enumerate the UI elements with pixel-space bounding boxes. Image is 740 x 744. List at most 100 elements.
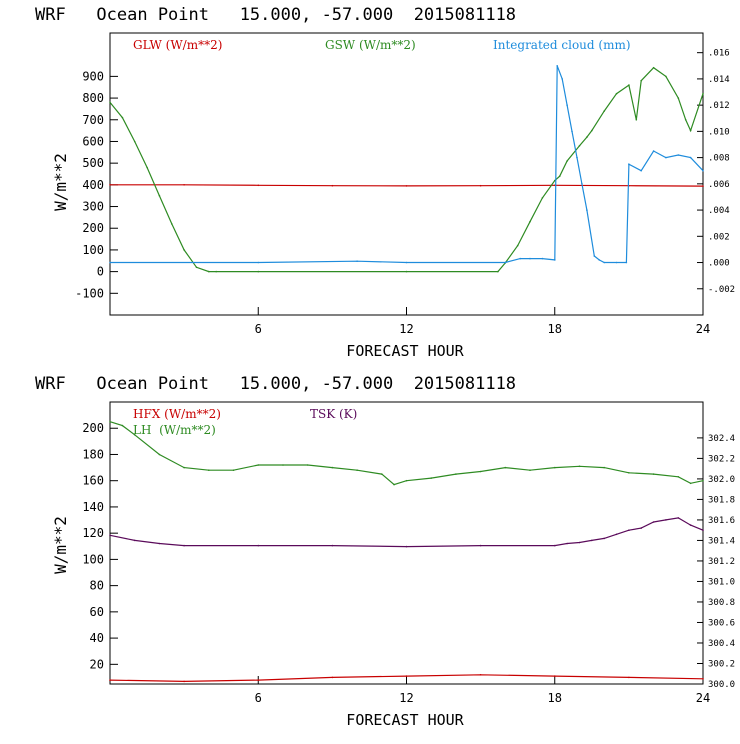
chart-1-point-gsw — [133, 140, 136, 143]
chart-1-y-tick-label: -100 — [75, 286, 104, 300]
chart-2-point-tsk — [702, 529, 704, 531]
chart-1-point-integrated — [556, 65, 558, 67]
chart-1-point-integrated — [519, 257, 521, 260]
chart-2-point-lh — [455, 473, 457, 475]
chart-2-legend-tsk: TSK (K) — [310, 407, 357, 421]
chart-2-point-lh — [628, 472, 630, 474]
chart-2-point-tsk — [331, 544, 334, 547]
chart-1-y2-tick-label: .006 — [708, 180, 730, 190]
chart-1-point-integrated — [571, 130, 573, 133]
chart-2-y-tick-label: 200 — [82, 421, 104, 435]
chart-1-y2-tick-label: .014 — [708, 75, 730, 85]
chart-2-series-lh — [109, 421, 704, 486]
chart-2-y2-tick-label: 300.2 — [708, 659, 735, 669]
chart-1-point-integrated — [561, 78, 563, 80]
chart-1-point-gsw — [578, 145, 581, 147]
chart-1-point-integrated — [640, 169, 642, 172]
chart-2-point-hfx — [554, 675, 556, 677]
chart-1-point-gsw — [497, 270, 499, 273]
chart-2-series-tsk — [109, 517, 704, 548]
chart-1-point-gsw — [586, 136, 588, 138]
chart-1-point-gsw — [652, 66, 655, 69]
chart-2-point-lh — [356, 469, 358, 472]
chart-2-point-lh — [109, 420, 111, 423]
chart-1-point-gsw — [702, 92, 704, 95]
chart-1-series-integrated — [110, 65, 704, 264]
chart-1-x-tick-label: 6 — [255, 322, 262, 336]
chart-2-frame — [109, 401, 704, 685]
chart-2-point-lh — [702, 479, 704, 482]
chart-2-y2-tick-label: 300.0 — [708, 680, 735, 690]
chart-1-y2-tick-label: .002 — [708, 232, 730, 242]
chart-1-y-tick-label: 400 — [82, 178, 104, 192]
chart-1-point-gsw — [195, 266, 198, 269]
chart-2-y2-tick-label: 301.0 — [708, 577, 735, 587]
chart-1-point-gsw — [684, 119, 687, 121]
chart-2-point-tsk — [479, 544, 482, 547]
chart-1-point-gsw — [558, 175, 561, 177]
chart-1-point-integrated — [615, 261, 618, 264]
chart-2-point-lh — [529, 469, 531, 472]
chart-1-point-gsw — [628, 84, 630, 86]
chart-2-y-tick-label: 120 — [82, 526, 104, 540]
chart-2-point-lh — [689, 482, 692, 485]
chart-1-point-gsw — [215, 270, 217, 273]
chart-1-y-tick-label: 600 — [82, 134, 104, 148]
chart-1-point-glw — [702, 185, 704, 187]
chart-1-y2-tick-label: .004 — [708, 206, 730, 216]
chart-1-point-integrated — [554, 259, 556, 261]
chart-2-point-tsk — [158, 542, 161, 545]
chart-2-point-tsk — [603, 537, 605, 540]
chart-1-y-tick-label: 700 — [82, 113, 104, 127]
chart-1-point-integrated — [665, 156, 667, 159]
chart-1-x-tick-label: 24 — [696, 322, 710, 336]
chart-2-point-tsk — [578, 541, 581, 544]
chart-2-y-tick-label: 160 — [82, 474, 104, 488]
chart-1-point-gsw — [640, 79, 642, 82]
chart-1-point-gsw — [635, 119, 638, 121]
chart-2-plot: 6 12 18 24 20 40 60 80 100 120 140 160 180 200 300.0 30… — [82, 401, 735, 705]
chart-2-legend-hfx: HFX (W/m**2) — [133, 407, 221, 421]
chart-2-x-tick-label: 6 — [255, 691, 262, 705]
chart-2-y2-tick-label: 300.6 — [708, 618, 735, 628]
chart-2-x-tick-label: 18 — [548, 691, 562, 705]
chart-2-point-hfx — [257, 679, 260, 681]
chart-1-point-gsw — [183, 249, 185, 251]
chart-2-y-axis-label: W/m**2 — [51, 516, 70, 574]
chart-1-point-integrated — [257, 261, 260, 264]
chart-1-point-integrated — [581, 183, 583, 185]
chart-2-point-tsk — [615, 533, 618, 536]
chart-1-point-gsw — [121, 116, 124, 119]
chart-1-y-tick-label: 900 — [82, 69, 104, 83]
chart-2-point-hfx — [702, 678, 704, 680]
chart-2-point-lh — [554, 466, 556, 469]
chart-2-point-lh — [393, 483, 395, 486]
chart-2-y-tick-label: 100 — [82, 552, 104, 566]
chart-1-point-glw — [405, 185, 408, 187]
chart-2-point-lh — [306, 464, 309, 466]
chart-2-point-lh — [578, 465, 581, 468]
chart-2-y2-tick-label: 302.0 — [708, 475, 735, 485]
chart-1-point-integrated — [603, 261, 605, 264]
chart-1-point-gsw — [208, 270, 210, 273]
chart-1-point-glw — [257, 184, 260, 187]
chart-1-point-integrated — [529, 257, 531, 260]
chart-1-y2-tick-label: .010 — [708, 127, 730, 137]
chart-2-y-tick-label: 180 — [82, 447, 104, 461]
chart-1-point-integrated — [586, 209, 588, 211]
chart-2-x-axis-label: FORECAST HOUR — [346, 711, 464, 729]
chart-1-point-gsw — [603, 110, 605, 112]
chart-2-y2-tick-label: 301.6 — [708, 516, 735, 526]
chart-1-point-integrated — [593, 255, 596, 257]
chart-1-point-gsw — [591, 129, 593, 132]
chart-1-y-tick-label: 800 — [82, 91, 104, 105]
chart-2-point-lh — [232, 469, 235, 472]
chart-1-point-integrated — [677, 154, 680, 156]
chart-1-series-gsw — [109, 66, 704, 273]
chart-2-title: WRF Ocean Point 15.000, -57.000 20150811… — [35, 374, 516, 394]
chart-2-point-hfx — [109, 679, 111, 681]
chart-1-y2-tick-label: -.002 — [708, 285, 735, 295]
chart-2-legend-lh: LH (W/m**2) — [133, 423, 216, 437]
chart-2-y2-tick-label: 302.4 — [708, 434, 735, 444]
